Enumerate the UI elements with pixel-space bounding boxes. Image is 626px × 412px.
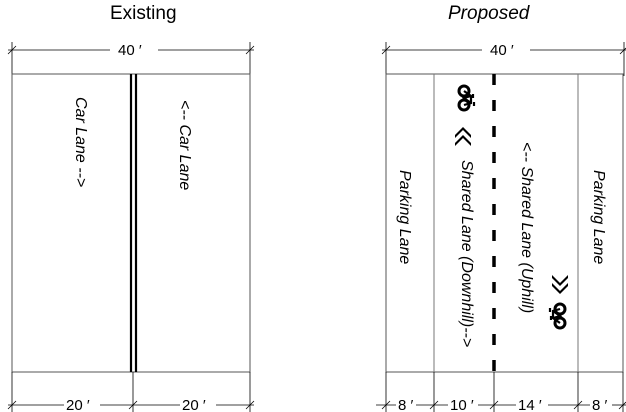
proposed-road bbox=[385, 73, 624, 373]
proposed-lane-dimensions: 8 ′ 10 ′ 14 ′ 8 ′ bbox=[376, 372, 626, 412]
title-proposed: Proposed bbox=[448, 3, 530, 24]
proposed-lane-2-width: 10 ′ bbox=[450, 397, 474, 412]
existing-total-width: 40 ′ bbox=[118, 42, 142, 59]
title-existing: Existing bbox=[110, 3, 177, 24]
existing-lane-2-label: <-- Car Lane bbox=[176, 100, 193, 190]
existing-section: 40 ′ Car Lane --> <-- Car Lane 20 ′ 20 ′ bbox=[7, 42, 255, 412]
proposed-lane-3-width: 14 ′ bbox=[518, 397, 542, 412]
proposed-lane-2-label: Shared Lane (Downhill)--> bbox=[458, 160, 475, 347]
existing-lane-1-label: Car Lane --> bbox=[72, 97, 89, 187]
proposed-total-dimension: 40 ′ bbox=[381, 42, 626, 76]
proposed-lane-4-label: Parking Lane bbox=[590, 170, 607, 264]
proposed-lane-3-label: <-- Shared Lane (Uphill) bbox=[518, 142, 535, 313]
proposed-lane-1-width: 8 ′ bbox=[398, 397, 414, 412]
existing-lane-2-width: 20 ′ bbox=[182, 397, 206, 412]
existing-lane-dimensions: 20 ′ 20 ′ bbox=[7, 372, 255, 412]
existing-lane-1-width: 20 ′ bbox=[66, 397, 90, 412]
proposed-section: 40 ′ Parking Lane Shared Lane (Downhill)… bbox=[376, 42, 626, 412]
proposed-total-width: 40 ′ bbox=[490, 42, 514, 59]
proposed-lane-1-label: Parking Lane bbox=[396, 170, 413, 264]
proposed-lane-4-width: 8 ′ bbox=[592, 397, 608, 412]
existing-total-dimension: 40 ′ bbox=[7, 42, 255, 76]
